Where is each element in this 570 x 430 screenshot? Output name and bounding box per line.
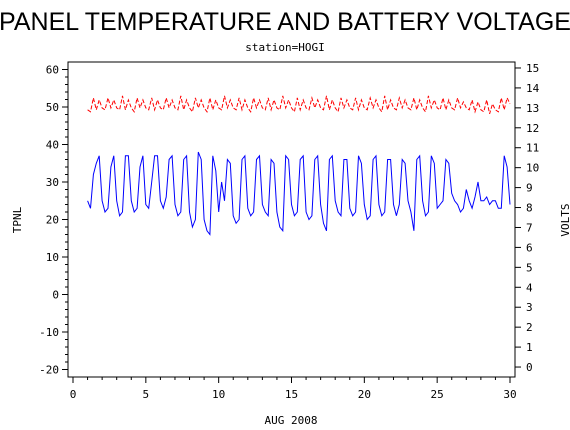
y-left-tick-label: 40 bbox=[46, 139, 59, 152]
y-right-tick-label: 12 bbox=[526, 122, 539, 135]
y-left-tick-label: 10 bbox=[46, 251, 59, 264]
axes-layer: 0 5 10 15 20 25 30-20-100102030405060012345678… bbox=[39, 62, 539, 401]
chart-title: PANEL TEMPERATURE AND BATTERY VOLTAGE bbox=[0, 8, 570, 36]
x-tick-label: 5 bbox=[143, 388, 150, 401]
x-tick-label: 20 bbox=[358, 388, 371, 401]
x-tick-label: 30 bbox=[503, 388, 516, 401]
y-right-tick-label: 2 bbox=[526, 321, 533, 334]
y-right-tick-label: 7 bbox=[526, 221, 533, 234]
y-right-tick-label: 3 bbox=[526, 301, 533, 314]
y-right-tick-label: 10 bbox=[526, 162, 539, 175]
y-right-tick-label: 15 bbox=[526, 62, 539, 75]
y-right-tick-label: 14 bbox=[526, 82, 540, 95]
y-axis-label-left: TPNL bbox=[11, 206, 24, 233]
y-right-tick-label: 1 bbox=[526, 341, 533, 354]
y-right-tick-label: 13 bbox=[526, 102, 539, 115]
y-right-tick-label: 6 bbox=[526, 241, 533, 254]
y-left-tick-label: 50 bbox=[46, 101, 59, 114]
y-left-tick-label: 0 bbox=[52, 289, 59, 302]
series-layer bbox=[87, 95, 511, 236]
x-tick-label: 15 bbox=[285, 388, 298, 401]
battery-voltage-line bbox=[87, 95, 511, 114]
y-axis-label-right: VOLTS bbox=[559, 203, 570, 236]
x-tick-label: 10 bbox=[212, 388, 225, 401]
chart-subtitle: station=HOGI bbox=[245, 41, 324, 54]
y-left-tick-label: -10 bbox=[39, 326, 59, 339]
x-axis-label: AUG 2008 bbox=[265, 414, 318, 427]
y-left-tick-label: 30 bbox=[46, 176, 59, 189]
y-left-tick-label: 60 bbox=[46, 64, 59, 77]
x-tick-label: 0 bbox=[70, 388, 77, 401]
y-right-tick-label: 5 bbox=[526, 261, 533, 274]
y-left-tick-label: -20 bbox=[39, 364, 59, 377]
y-right-tick-label: 11 bbox=[526, 142, 539, 155]
y-right-tick-label: 8 bbox=[526, 202, 533, 215]
y-right-tick-label: 0 bbox=[526, 361, 533, 374]
panel-temperature-line bbox=[87, 151, 511, 236]
y-left-tick-label: 20 bbox=[46, 214, 59, 227]
x-tick-label: 25 bbox=[431, 388, 444, 401]
y-right-tick-label: 9 bbox=[526, 182, 533, 195]
y-right-tick-label: 4 bbox=[526, 281, 533, 294]
